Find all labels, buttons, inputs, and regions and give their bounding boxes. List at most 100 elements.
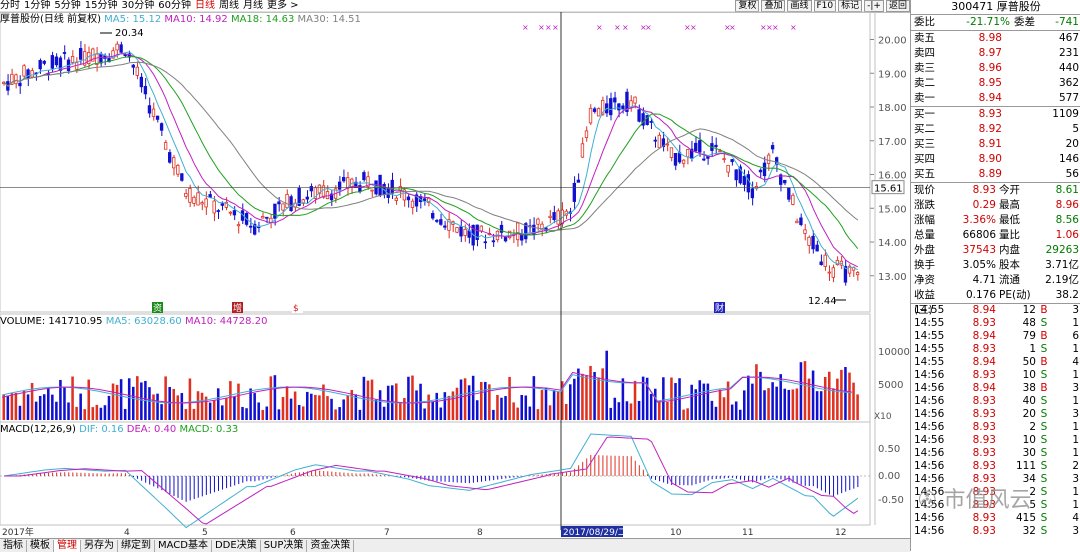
volume-bar <box>698 380 702 420</box>
ma10-line <box>3 53 859 268</box>
volume-bar <box>326 396 329 420</box>
volume-bar <box>605 350 608 420</box>
timeframe-9[interactable]: 更多 > <box>266 0 299 11</box>
candle <box>406 196 411 201</box>
candle <box>499 224 504 233</box>
volume-bar <box>520 394 523 420</box>
volume-bar <box>832 388 835 420</box>
tick-time: 14:56 <box>914 382 945 394</box>
candle <box>661 138 666 147</box>
tick-row: 14:55 8.94 12 B 3 <box>911 304 1080 317</box>
candle <box>718 150 722 153</box>
indicator-tab-1[interactable]: 模板 <box>27 539 54 552</box>
tick-row: 14:56 8.93 40 S 1 <box>911 395 1080 408</box>
indicator-tab-8[interactable]: 资金决策 <box>307 539 355 552</box>
volume-bar <box>548 405 552 420</box>
timeframe-8[interactable]: 月线 <box>242 0 263 11</box>
ratio-value: -21.71% <box>966 16 1010 28</box>
event-marker[interactable] <box>714 302 725 313</box>
indicator-tab-5[interactable]: MACD基本 <box>155 539 212 552</box>
volume-bar <box>601 368 604 420</box>
volume-bar <box>734 401 738 420</box>
volume-bar <box>577 368 580 420</box>
timeframe-1[interactable]: 1分钟 <box>24 0 51 11</box>
timeframe-0[interactable]: 分时 <box>0 0 20 11</box>
stat-label: 今开 <box>999 184 1020 196</box>
tick-count: 1 <box>1072 434 1079 446</box>
tick-volume: 10 <box>1022 434 1036 446</box>
indicator-tab-7[interactable]: SUP决策 <box>261 539 308 552</box>
tick-side: S <box>1040 421 1048 433</box>
event-marker[interactable] <box>292 302 303 313</box>
signal-marker: × <box>614 23 621 32</box>
volume-pane <box>0 313 871 423</box>
tick-list: 14:55 8.94 12 B 3 14:55 8.93 48 S 1 14:55 8.94 79 B 6 1… <box>911 303 1080 538</box>
volume-bar <box>257 402 260 420</box>
tool-button-6[interactable]: 返回 <box>885 0 910 12</box>
tick-side: S <box>1040 447 1048 459</box>
tick-volume: 40 <box>1022 395 1036 407</box>
candle <box>159 123 164 131</box>
kline-chart[interactable]: 20.00 19.00 18.00 17.00 16.00 15.00 14.00 13.00… <box>0 0 910 538</box>
volume-bar <box>714 406 718 420</box>
timeframe-4[interactable]: 30分钟 <box>121 0 155 11</box>
timeframe-3[interactable]: 15分钟 <box>84 0 118 11</box>
vol-ma5-line <box>1 374 852 404</box>
candle <box>224 201 229 208</box>
volume-bar <box>552 390 556 420</box>
macd-axis-label: -0.50 <box>878 495 904 506</box>
timeframe-2[interactable]: 5分钟 <box>54 0 81 11</box>
candle <box>645 115 649 126</box>
candle <box>588 107 593 124</box>
stat-value: 66806 <box>962 229 996 241</box>
tick-row: 14:56 8.93 34 S 3 <box>911 473 1080 486</box>
indicator-tab-4[interactable]: 绑定到 <box>118 539 155 552</box>
quote-panel: 300471 厚普股份 委比 -21.71% 委差 -741 卖五 8.98 467… <box>910 0 1080 551</box>
tool-button-5[interactable]: -|+ <box>864 0 884 12</box>
indicator-tab-0[interactable]: 指标 <box>0 539 27 552</box>
volume-bar <box>690 384 693 420</box>
indicator-tab-6[interactable]: DDE决策 <box>212 539 261 552</box>
timeframe-7[interactable]: 周线 <box>218 0 239 11</box>
price-pane <box>0 11 871 313</box>
timeframe-5[interactable]: 60分钟 <box>158 0 191 11</box>
volume-bar <box>95 404 99 420</box>
tick-volume: 20 <box>1022 408 1036 420</box>
volume-bar <box>107 395 111 420</box>
event-marker[interactable] <box>232 302 243 313</box>
volume-bar <box>702 383 706 420</box>
volume-bar <box>273 375 277 420</box>
volume-bar <box>475 400 479 420</box>
ask-list: 卖五 8.98 467 卖四 8.97 231 卖三 8.96 440 卖二 8.95 362 卖一 8.… <box>911 30 1080 106</box>
stat-row: 涨幅 3.36% 最低 8.56 <box>911 213 1080 228</box>
candle <box>714 144 718 148</box>
candle <box>726 164 730 173</box>
volume-bar <box>386 385 390 420</box>
candle <box>180 173 184 181</box>
ma10-label: MA10: 14.92 <box>164 14 228 25</box>
tick-side: S <box>1040 434 1048 446</box>
event-marker[interactable] <box>152 302 163 313</box>
volume-bar <box>366 380 370 420</box>
stat-label: 现价 <box>914 184 935 196</box>
ask-volume: 231 <box>1058 47 1079 59</box>
indicator-tab-2[interactable]: 管理 <box>54 539 81 552</box>
indicator-tab-3[interactable]: 另存为 <box>81 539 118 552</box>
volume-bar <box>208 402 212 420</box>
vol-ma10-line <box>1 371 852 404</box>
stat-value: 3.71亿 <box>1045 259 1079 271</box>
stat-label: 涨跌 <box>914 199 935 211</box>
tick-time: 14:56 <box>914 408 945 420</box>
volume-bar <box>649 393 653 420</box>
tick-side: B <box>1040 330 1048 342</box>
volume-bar <box>504 396 507 420</box>
volume-bar <box>423 408 426 420</box>
stat-value: 8.61 <box>1055 184 1079 196</box>
timeframe-6[interactable]: 日线 <box>194 0 215 11</box>
candle <box>572 182 577 202</box>
volume-bar <box>540 390 544 420</box>
tick-side: S <box>1040 460 1048 472</box>
tick-count: 1 <box>1072 369 1079 381</box>
stat-value: 29263 <box>1045 244 1079 256</box>
stat-label: 股本 <box>999 259 1020 271</box>
